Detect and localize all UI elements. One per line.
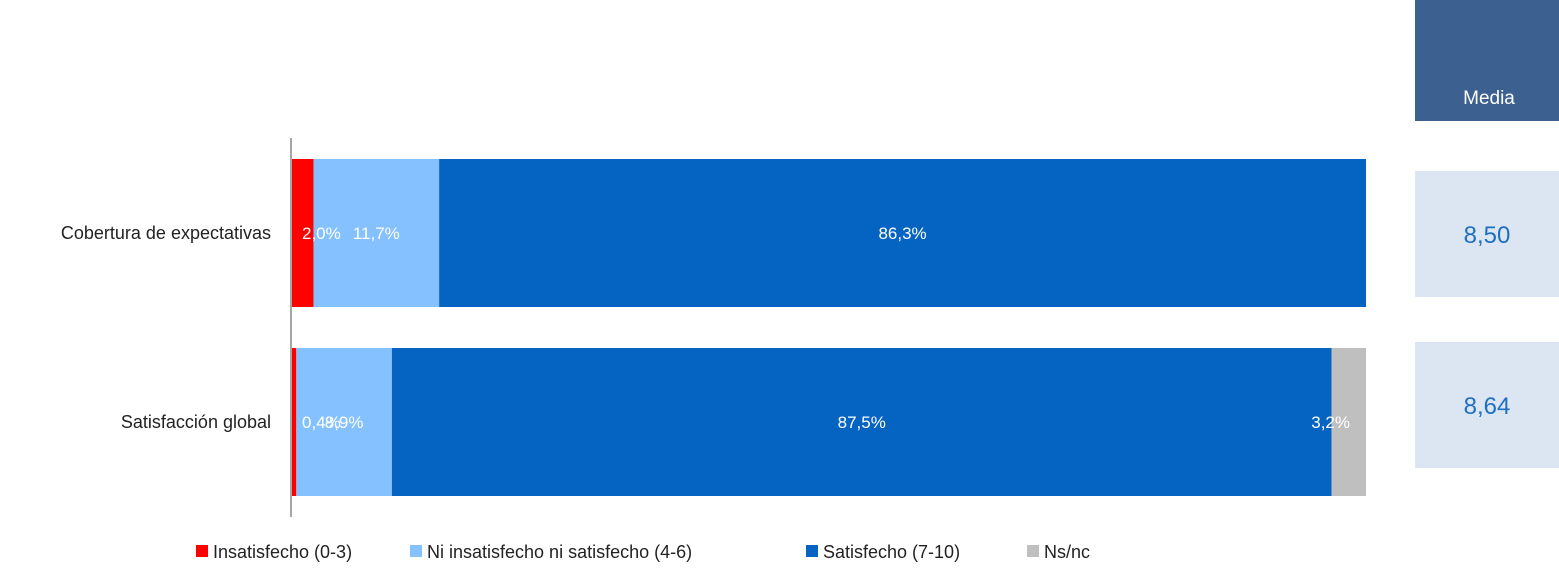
legend-label: Ns/nc [1044,542,1090,562]
bar-segment [439,159,1366,307]
legend-swatch [410,545,422,557]
category-label: Cobertura de expectativas [61,223,271,243]
data-label: 86,3% [878,224,926,243]
data-label: 3,2% [1311,413,1350,432]
legend: Insatisfecho (0-3) Ni insatisfecho ni sat… [196,542,1090,562]
bar-segment [313,159,440,307]
legend-label: Insatisfecho (0-3) [213,542,352,562]
category-label: Satisfacción global [121,412,271,432]
data-label: 2,0% [302,224,341,243]
media-value: 8,64 [1464,393,1511,420]
data-label: 87,5% [838,413,886,432]
bar-segment [292,348,297,496]
category-labels-group: Cobertura de expectativas Satisfacción gl… [61,223,271,432]
media-header: Media [1463,88,1515,109]
bar-segment [292,159,314,307]
legend-swatch [1027,545,1039,557]
media-panel: Media 8,50 8,64 [1415,0,1559,468]
bar-segment [391,348,1332,496]
data-label: 11,7% [353,224,400,243]
media-header-cell [1415,0,1559,121]
bar-segment [1331,348,1366,496]
legend-label: Ni insatisfecho ni satisfecho (4-6) [427,542,692,562]
bar-labels-group: 2,0% 11,7% 86,3% 0,4%8,9% 87,5% 3,2% [302,224,1350,432]
data-label: 8,9% [325,413,364,432]
legend-swatch [806,545,818,557]
bars-group [292,159,1366,496]
legend-label: Satisfecho (7-10) [823,542,960,562]
bar-segment [296,348,392,496]
media-cell [1415,171,1559,297]
legend-swatch [196,545,208,557]
data-label: 0,4% [302,413,341,432]
media-value: 8,50 [1464,222,1511,249]
media-cell [1415,342,1559,468]
